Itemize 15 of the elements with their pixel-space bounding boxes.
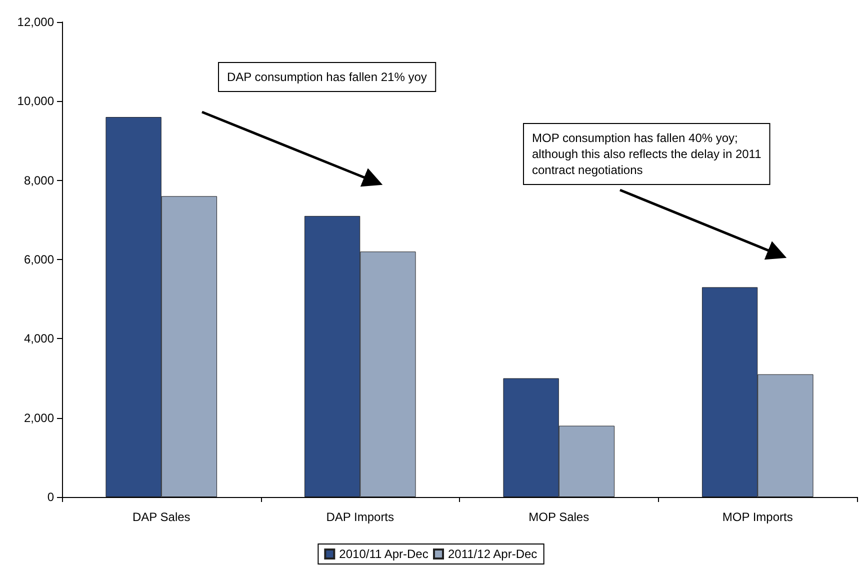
x-tick-label: DAP Sales — [132, 510, 190, 524]
y-tick-label: 2,000 — [24, 410, 54, 425]
y-tick-label: 12,000 — [17, 15, 54, 29]
y-tick-label: 0 — [47, 490, 54, 504]
y-tick-label: 8,000 — [24, 173, 54, 188]
annotation: MOP consumption has fallen 40% yoy; although this also reflects the delay in 2011 contract negotiations — [532, 131, 762, 177]
legend-label: 2011/12 Apr-Dec — [448, 547, 538, 561]
y-tick-label: 6,000 — [24, 252, 54, 266]
annotation: DAP consumption has fallen 21% yoy — [227, 70, 427, 84]
x-tick-label: MOP Sales — [528, 510, 590, 524]
y-tick-label: 4,000 — [24, 332, 54, 346]
x-tick-label: MOP Imports — [722, 510, 793, 524]
y-tick-label: 10,000 — [17, 94, 54, 108]
legend-label: 2010/11 Apr-Dec — [339, 547, 428, 561]
x-tick-label: DAP Imports — [326, 510, 394, 524]
